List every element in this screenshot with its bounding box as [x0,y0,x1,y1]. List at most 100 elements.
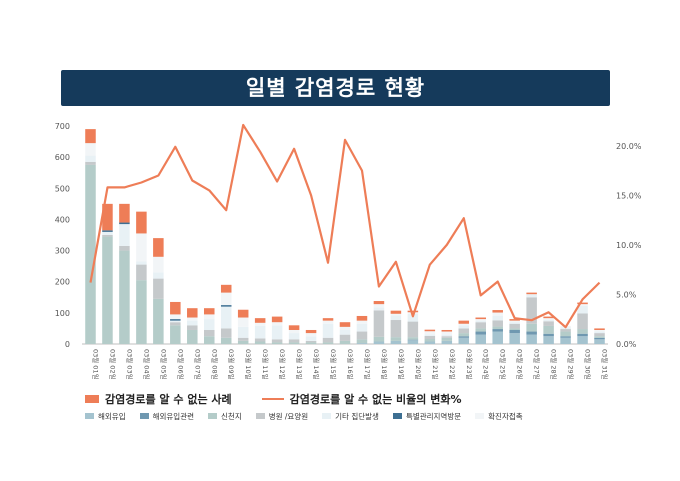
bar-segment-3 [441,337,453,341]
bar-segment-4 [203,329,215,337]
bar-segment-2 [594,337,605,340]
bar-segment-3 [492,326,503,330]
bar-segment-7 [424,331,436,335]
bar-segment-4 [594,333,605,337]
bar-segment-7 [220,292,232,306]
legend-series-swatch [255,413,265,419]
bar-segment-5 [424,334,436,336]
y-right-tick-label: 5.0% [616,290,637,299]
bar-segment-3 [424,339,436,342]
bar-segment-4 [170,322,181,326]
legend-series-item: 병원 /요양원 [255,411,308,422]
bar-segment-1 [577,336,588,344]
bar-segment-1 [526,334,537,344]
bar-unknown-segment [136,211,147,234]
x-tick-label: 03월 13일 [295,349,304,380]
legend-series-item: 신천지 [208,411,242,422]
bar-segment-2 [458,336,470,338]
bar-segment-4 [271,339,283,343]
legend-series-label: 신천지 [221,411,242,421]
bar-unknown-segment [509,319,520,321]
legend-series: 해외유입 해외유입관련 신천지 병원 /요양원 기타 집단발생 특별관리지역방문 확진자접촉 [85,409,537,423]
bar-unknown-segment [373,301,385,305]
bar-segment-5 [441,334,453,337]
x-tick-label: 03월 23일 [465,349,474,380]
legend-main: 감염경로를 알 수 없는 사례 감염경로를 알 수 없는 비율의 변화% [85,391,462,407]
bar-segment-4 [492,320,503,327]
bar-segment-3 [102,236,113,344]
bar-segment-4 [560,329,571,332]
bar-segment-1 [356,343,368,344]
bar-segment-4 [254,338,266,342]
x-tick-label: 03월 08일 [210,349,219,380]
x-tick-label: 03월 09일 [227,349,236,380]
bar-segment-3 [322,342,334,344]
x-tick-label: 03월 10일 [244,349,253,380]
legend-ratio-label: 감염경로를 알 수 없는 비율의 변화% [289,393,462,406]
bar-segment-7 [543,318,554,320]
bar-segment-3 [237,340,249,344]
bar-segment-7 [492,312,503,316]
bar-unknown-segment [424,329,436,332]
bar-unknown-segment [390,310,402,314]
bar-segment-1 [458,337,470,344]
x-tick-label: 03월 29일 [567,349,576,380]
bar-segment-1 [475,334,487,344]
bar-segment-6 [170,319,181,321]
bar-segment-7 [85,143,96,156]
bar-segment-3 [509,328,520,330]
x-tick-label: 03월 20일 [414,349,423,380]
bar-segment-5 [85,155,96,162]
legend-series-item: 확진자접촉 [475,411,523,422]
x-tick-label: 03월 16일 [346,349,355,380]
bar-segment-2 [475,331,487,335]
bar-segment-7 [136,233,147,262]
y-left-tick-label: 400 [55,215,70,224]
ratio-line [89,123,601,329]
bar-segment-7 [203,314,215,320]
bar-segment-7 [254,322,266,326]
bar-segment-5 [526,294,537,298]
bar-segment-5 [458,325,470,329]
bar-segment-6 [220,305,232,307]
x-tick-label: 03월 12일 [278,349,287,380]
bar-segment-7 [390,313,402,316]
bar-segment-3 [458,333,470,337]
bar-segment-5 [187,320,198,326]
bar-segment-4 [356,331,368,340]
legend-series-swatch [208,413,218,419]
x-tick-label: 03월 21일 [431,349,440,380]
bar-segment-4 [407,321,419,338]
legend-series-label: 특별관리지역방문 [405,411,462,421]
bar-segment-5 [356,323,368,332]
bar-segment-5 [203,319,215,330]
bar-segment-3 [577,329,588,334]
bar-segment-7 [288,329,300,334]
bar-segment-4 [509,323,520,329]
bar-segment-7 [373,304,385,308]
bar-segment-3 [305,342,317,344]
bar-segment-2 [509,329,520,334]
bar-segment-3 [153,298,164,344]
y-right-tick-label: 20.0% [616,142,642,151]
legend-series-swatch [139,413,149,419]
bar-segment-3 [526,323,537,332]
bar-segment-4 [288,339,300,343]
x-tick-label: 03월 31일 [601,349,610,380]
bar-segment-3 [170,325,181,344]
bar-segment-4 [475,322,487,329]
bar-segment-5 [220,306,232,329]
bar-segment-4 [85,161,96,165]
bar-segment-5 [339,329,351,335]
y-left-tick-label: 700 [55,122,70,131]
legend-series-swatch [392,413,402,419]
legend-ratio-swatch [261,398,284,400]
bar-segment-2 [492,329,503,332]
bar-segment-3 [560,331,571,337]
bar-unknown-segment [102,203,113,231]
bar-segment-5 [322,323,334,338]
bar-segment-4 [390,320,402,338]
bar-segment-7 [356,320,368,324]
bar-segment-5 [102,231,113,235]
